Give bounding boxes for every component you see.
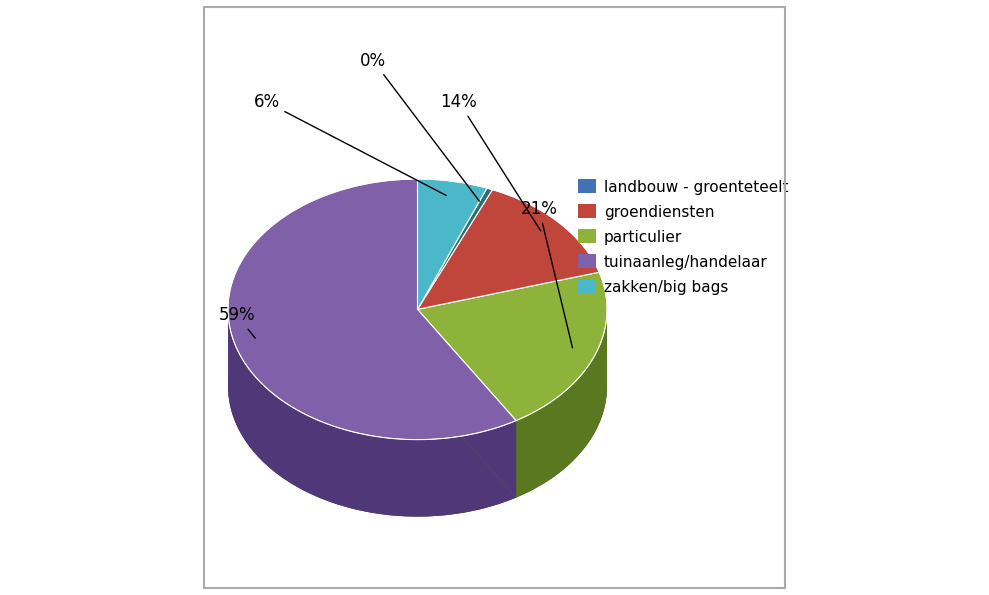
Text: 0%: 0% [360, 52, 480, 201]
Polygon shape [417, 190, 599, 309]
Polygon shape [417, 272, 607, 421]
Text: 6%: 6% [253, 93, 446, 195]
Text: 59%: 59% [219, 306, 255, 338]
Polygon shape [417, 309, 516, 497]
Polygon shape [417, 188, 493, 309]
Legend: landbouw - groenteteelt, groendiensten, particulier, tuinaanleg/handelaar, zakke: landbouw - groenteteelt, groendiensten, … [574, 175, 793, 299]
Polygon shape [516, 308, 607, 497]
Polygon shape [228, 312, 516, 516]
Polygon shape [417, 179, 487, 309]
Ellipse shape [228, 256, 607, 516]
Text: 14%: 14% [440, 93, 541, 231]
Text: 21%: 21% [520, 200, 573, 348]
Polygon shape [228, 179, 516, 440]
Polygon shape [417, 309, 516, 497]
